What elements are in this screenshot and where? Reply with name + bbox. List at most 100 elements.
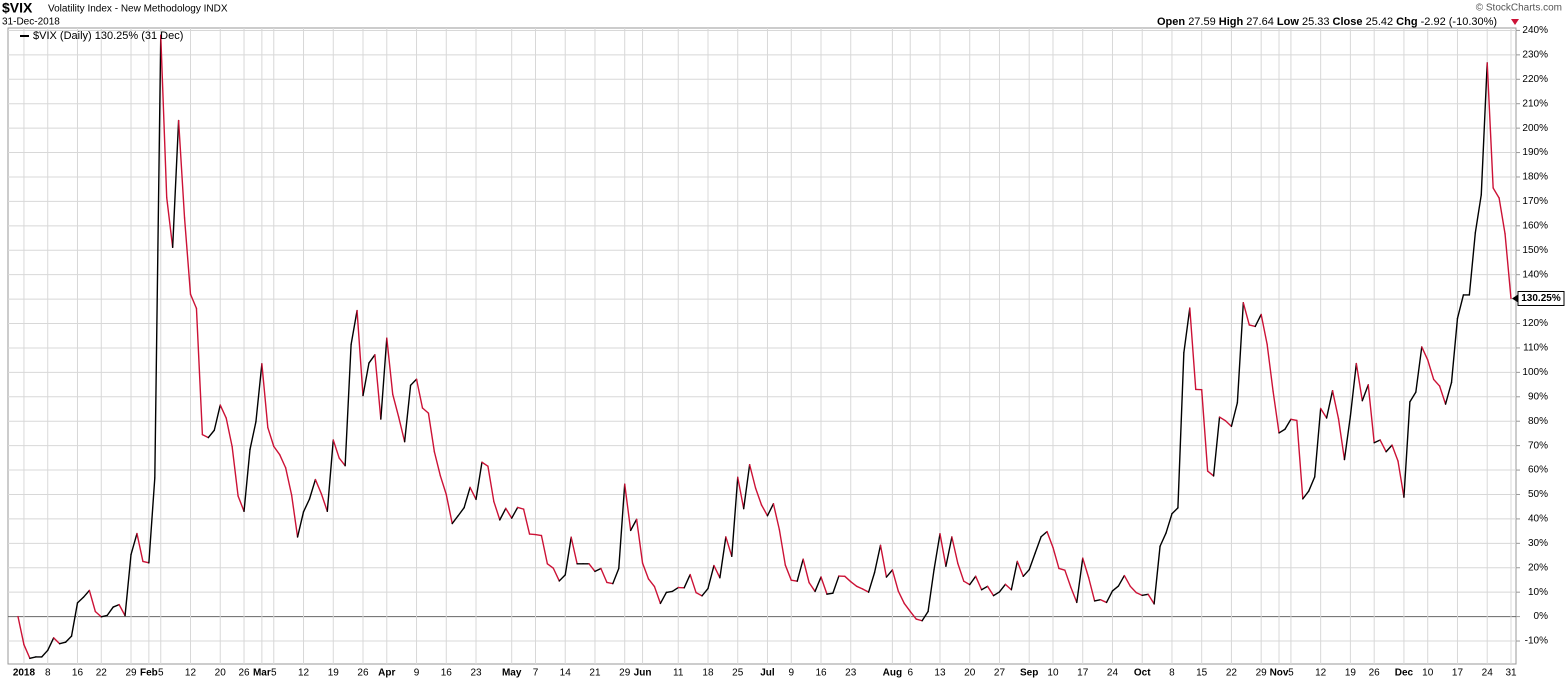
line-segment [1385,444,1393,453]
line-segment [1444,381,1453,405]
x-tick-label: 24 [1107,668,1119,679]
line-segment [1034,536,1042,554]
line-segment [124,553,132,617]
line-segment [1403,401,1411,498]
y-tick-label: 80% [1528,416,1548,427]
line-segment [570,536,578,565]
y-tick-label: 200% [1522,123,1548,134]
line-segment [832,575,840,594]
line-segment [136,532,144,563]
line-segment [826,592,834,595]
line-segment [748,463,757,489]
x-tick-label: 6 [907,668,913,679]
line-segment [279,453,287,469]
grid [8,28,1516,664]
line-segment [1111,585,1120,592]
y-tick-label: 230% [1522,50,1548,61]
line-segment [742,463,751,510]
line-segment [1361,384,1369,402]
line-segment [1242,302,1250,326]
line-segment [1087,577,1096,602]
line-segment [1093,599,1102,602]
line-segment [659,591,668,605]
line-segment [273,445,281,456]
line-segment [118,603,126,617]
line-segment [683,573,691,589]
line-segment [612,567,620,585]
line-segment [1064,569,1072,588]
line-segment [219,404,227,419]
line-segment [1367,384,1375,444]
x-tick-label: 9 [414,668,420,679]
line-segment [552,567,560,582]
line-segment [731,476,739,557]
y-tick-label: 170% [1522,196,1548,207]
line-segment [41,649,49,658]
line-segment [1010,560,1018,591]
line-segment [386,337,394,396]
line-segment [974,575,983,591]
line-segment [1105,590,1114,604]
x-tick-label: 23 [845,668,857,679]
source: © StockCharts.com [1476,3,1562,14]
chart-title: $VIX [2,0,33,16]
line-segment [766,503,775,517]
line-segment [1218,416,1227,422]
x-tick-label: 19 [328,668,340,679]
y-tick-label: 20% [1528,562,1548,573]
line-segment [1135,591,1143,597]
line-segment [427,412,436,453]
line-segment [64,635,73,643]
line-segment [338,457,346,467]
line-segment [421,407,430,414]
line-segment [1159,532,1167,547]
chart-date: 31-Dec-2018 [2,17,60,28]
last-value-label: 130.25% [1521,293,1561,304]
x-tick-label: 27 [994,668,1006,679]
high: 27.64 [1246,16,1274,28]
line-segment [290,494,299,538]
y-tick-label: 110% [1523,343,1548,354]
line-segment [796,558,804,582]
line-segment [148,477,156,564]
chg: -2.92 (-10.30%) [1421,16,1497,28]
y-tick-label: 150% [1522,245,1548,256]
y-tick-label: 60% [1528,465,1548,476]
line-segment [308,478,317,500]
line-segment [1230,401,1239,428]
line-segment [891,569,900,592]
close: 25.42 [1366,16,1394,28]
line-segment [177,119,186,219]
x-tick-label: May [502,668,522,679]
line-segment [933,533,941,571]
line-segment [94,610,102,618]
line-segment [1343,415,1352,461]
x-tick-label: 26 [1369,668,1381,679]
line-segment [1415,346,1423,393]
line-segment [1224,420,1233,428]
line-segment [861,588,870,593]
line-segment [558,574,566,582]
line-segment [374,354,382,420]
line-segment [296,511,305,538]
x-tick-label: 8 [45,668,51,679]
line-segment [1082,557,1090,579]
plot-frame [7,27,1517,665]
line-segment [154,34,162,479]
x-tick-label: 29 [125,668,137,679]
y-tick-label: 70% [1528,440,1548,451]
line-segment [1099,599,1108,604]
line-segment [1278,428,1286,434]
line-segment [1319,407,1328,419]
line-segment [142,560,150,564]
legend-label: $VIX (Daily) 130.25% (31 Dec) [33,30,183,42]
line-segment [1290,418,1298,422]
line-segment [1355,362,1363,402]
line-segment [1456,294,1465,320]
y-tick-label: 160% [1522,220,1548,231]
line-segment [302,498,311,513]
line-segment [1492,187,1500,199]
open-label: Open [1157,16,1185,28]
line-segment [1058,567,1066,571]
line-segment [1427,359,1435,381]
